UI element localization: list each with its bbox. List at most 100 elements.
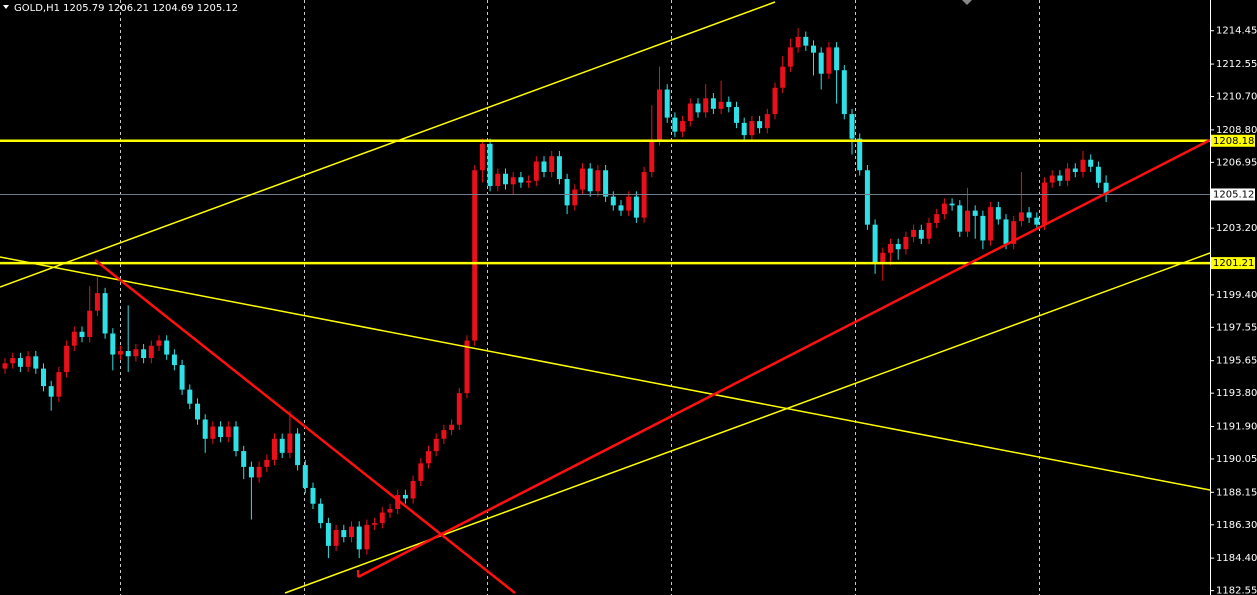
candle-body [818, 52, 824, 74]
candle-body [410, 480, 416, 499]
candle-body [718, 101, 724, 109]
candle-body [141, 349, 147, 359]
candle-body [318, 503, 324, 524]
candle-body [603, 170, 609, 197]
candle-body [857, 138, 863, 171]
open-value: 1205.79 [63, 3, 104, 14]
candle-body [710, 98, 716, 109]
candle-body [341, 530, 347, 538]
candle-body [572, 189, 578, 206]
plot [0, 28, 1210, 559]
candle-body [780, 66, 786, 88]
candle-body [118, 351, 123, 355]
candle-body [1026, 212, 1032, 218]
candle-body [564, 179, 570, 206]
candle-body [464, 340, 470, 394]
candle-body [10, 358, 16, 364]
candle-body [934, 214, 940, 223]
candle-body [657, 89, 662, 141]
candle-body [926, 222, 932, 239]
candle-body [333, 530, 339, 546]
candle-body [949, 203, 955, 206]
candle-body [672, 117, 678, 132]
candle-body [202, 419, 208, 439]
candle-body [2, 363, 8, 369]
candle-body [556, 156, 562, 180]
candle-body [626, 196, 632, 211]
price-label-box [1211, 188, 1255, 201]
candle-body [549, 156, 555, 173]
candle-body [695, 103, 701, 113]
candle-body [1080, 159, 1086, 173]
candle-body [518, 177, 524, 183]
candle-body [449, 424, 455, 431]
candle-body [364, 524, 370, 550]
candle-body [795, 36, 801, 48]
candle-body [1065, 168, 1071, 181]
candle-body [972, 210, 978, 216]
symbol: GOLD,H1 [14, 3, 60, 14]
candle-body [164, 340, 170, 355]
candle-body [811, 45, 816, 53]
y-tick-label: 1197.55 [1216, 322, 1257, 333]
y-tick-label: 1186.30 [1216, 520, 1257, 531]
candle-body [941, 203, 947, 215]
candle-body [479, 143, 485, 171]
candle-body [864, 170, 870, 225]
candle-body [302, 465, 308, 488]
candle-body [1034, 217, 1040, 225]
candle-body [156, 340, 162, 346]
trendline [357, 138, 1211, 579]
trendline [94, 259, 516, 594]
high-value: 1206.21 [108, 3, 149, 14]
header: GOLD,H1 1205.79 1206.21 1204.69 1205.12 [14, 3, 238, 14]
candle-body [25, 356, 31, 367]
candle-body [988, 207, 994, 241]
candle-body [911, 229, 917, 237]
candle-body [610, 196, 616, 206]
candle-body [287, 433, 293, 453]
y-tick-label: 1206.95 [1216, 157, 1257, 168]
candle-body [472, 170, 478, 341]
close-value: 1205.12 [197, 3, 238, 14]
candle-body [102, 293, 108, 334]
menu-arrow [3, 5, 9, 9]
candle-body [957, 205, 963, 232]
candle-body [918, 229, 924, 239]
level-label-box [1211, 257, 1255, 270]
candle-body [17, 358, 23, 367]
candle-body [56, 372, 62, 397]
candle-body [787, 47, 793, 67]
low-value: 1204.69 [152, 3, 193, 14]
y-tick-label: 1191.90 [1216, 422, 1257, 433]
candle-body [888, 243, 893, 253]
candle-body [1018, 212, 1024, 222]
candle-body [1003, 219, 1009, 244]
candle-body [195, 403, 200, 420]
candle-body [664, 89, 670, 118]
level-label: 1201.21 [1213, 258, 1254, 269]
candle-body [503, 173, 508, 185]
candle-body [171, 354, 177, 366]
candle-body [395, 494, 401, 509]
candle-body [426, 451, 431, 464]
candle-body [33, 356, 39, 369]
candle-body [256, 466, 262, 478]
candle-body [495, 173, 501, 187]
shift-marker [962, 0, 972, 5]
y-tick-label: 1182.55 [1216, 586, 1257, 595]
candle-body [995, 207, 1001, 220]
candle-body [618, 205, 624, 211]
candle-body [633, 196, 639, 218]
candle-body [1042, 182, 1047, 225]
candle-body [526, 180, 532, 183]
y-tick-label: 1188.15 [1216, 487, 1257, 498]
candle-body [1011, 221, 1017, 244]
candle-body [387, 508, 393, 513]
candle-body [272, 438, 277, 460]
candle-body [903, 236, 909, 250]
candle-body [110, 333, 116, 355]
candle-body [872, 224, 878, 264]
candle-body [418, 463, 424, 481]
